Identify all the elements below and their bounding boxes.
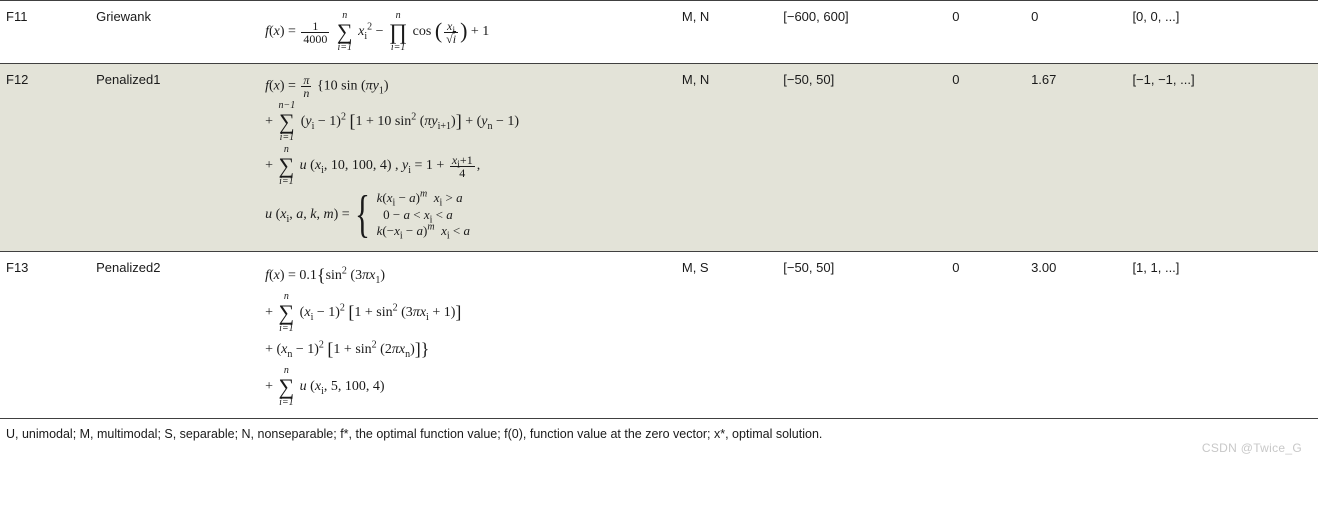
cell-name: Griewank bbox=[90, 1, 259, 64]
cell-characteristics: M, N bbox=[676, 64, 777, 252]
cell-range: [−600, 600] bbox=[777, 1, 946, 64]
cell-formula: f(x) = πn {10 sin (πy1) + n−1∑i=1 (yi − … bbox=[259, 64, 676, 252]
cell-f0: 3.00 bbox=[1025, 252, 1126, 418]
cell-fstar: 0 bbox=[946, 64, 1025, 252]
table-row: F13 Penalized2 f(x) = 0.1{sin2 (3πx1) + … bbox=[0, 252, 1318, 418]
cell-f0: 0 bbox=[1025, 1, 1126, 64]
cell-range: [−50, 50] bbox=[777, 252, 946, 418]
cell-characteristics: M, S bbox=[676, 252, 777, 418]
table-row: F11 Griewank f(x) = 14000 n∑i=1 xi2 − n∏… bbox=[0, 1, 1318, 64]
cell-id: F12 bbox=[0, 64, 90, 252]
cell-f0: 1.67 bbox=[1025, 64, 1126, 252]
cell-id: F11 bbox=[0, 1, 90, 64]
cell-xstar: [1, 1, ...] bbox=[1126, 252, 1318, 418]
footnote-text: U, unimodal; M, multimodal; S, separable… bbox=[6, 427, 822, 441]
cell-fstar: 0 bbox=[946, 252, 1025, 418]
cell-formula: f(x) = 14000 n∑i=1 xi2 − n∏i=1 cos (xi√i… bbox=[259, 1, 676, 64]
cell-range: [−50, 50] bbox=[777, 64, 946, 252]
table-footnote: U, unimodal; M, multimodal; S, separable… bbox=[0, 418, 1318, 459]
cell-id: F13 bbox=[0, 252, 90, 418]
cell-name: Penalized1 bbox=[90, 64, 259, 252]
cell-xstar: [−1, −1, ...] bbox=[1126, 64, 1318, 252]
watermark: CSDN @Twice_G bbox=[1202, 441, 1302, 455]
benchmark-functions-table: F11 Griewank f(x) = 14000 n∑i=1 xi2 − n∏… bbox=[0, 0, 1318, 418]
cell-characteristics: M, N bbox=[676, 1, 777, 64]
table-row: F12 Penalized1 f(x) = πn {10 sin (πy1) +… bbox=[0, 64, 1318, 252]
cell-fstar: 0 bbox=[946, 1, 1025, 64]
cell-xstar: [0, 0, ...] bbox=[1126, 1, 1318, 64]
cell-name: Penalized2 bbox=[90, 252, 259, 418]
cell-formula: f(x) = 0.1{sin2 (3πx1) + n∑i=1 (xi − 1)2… bbox=[259, 252, 676, 418]
